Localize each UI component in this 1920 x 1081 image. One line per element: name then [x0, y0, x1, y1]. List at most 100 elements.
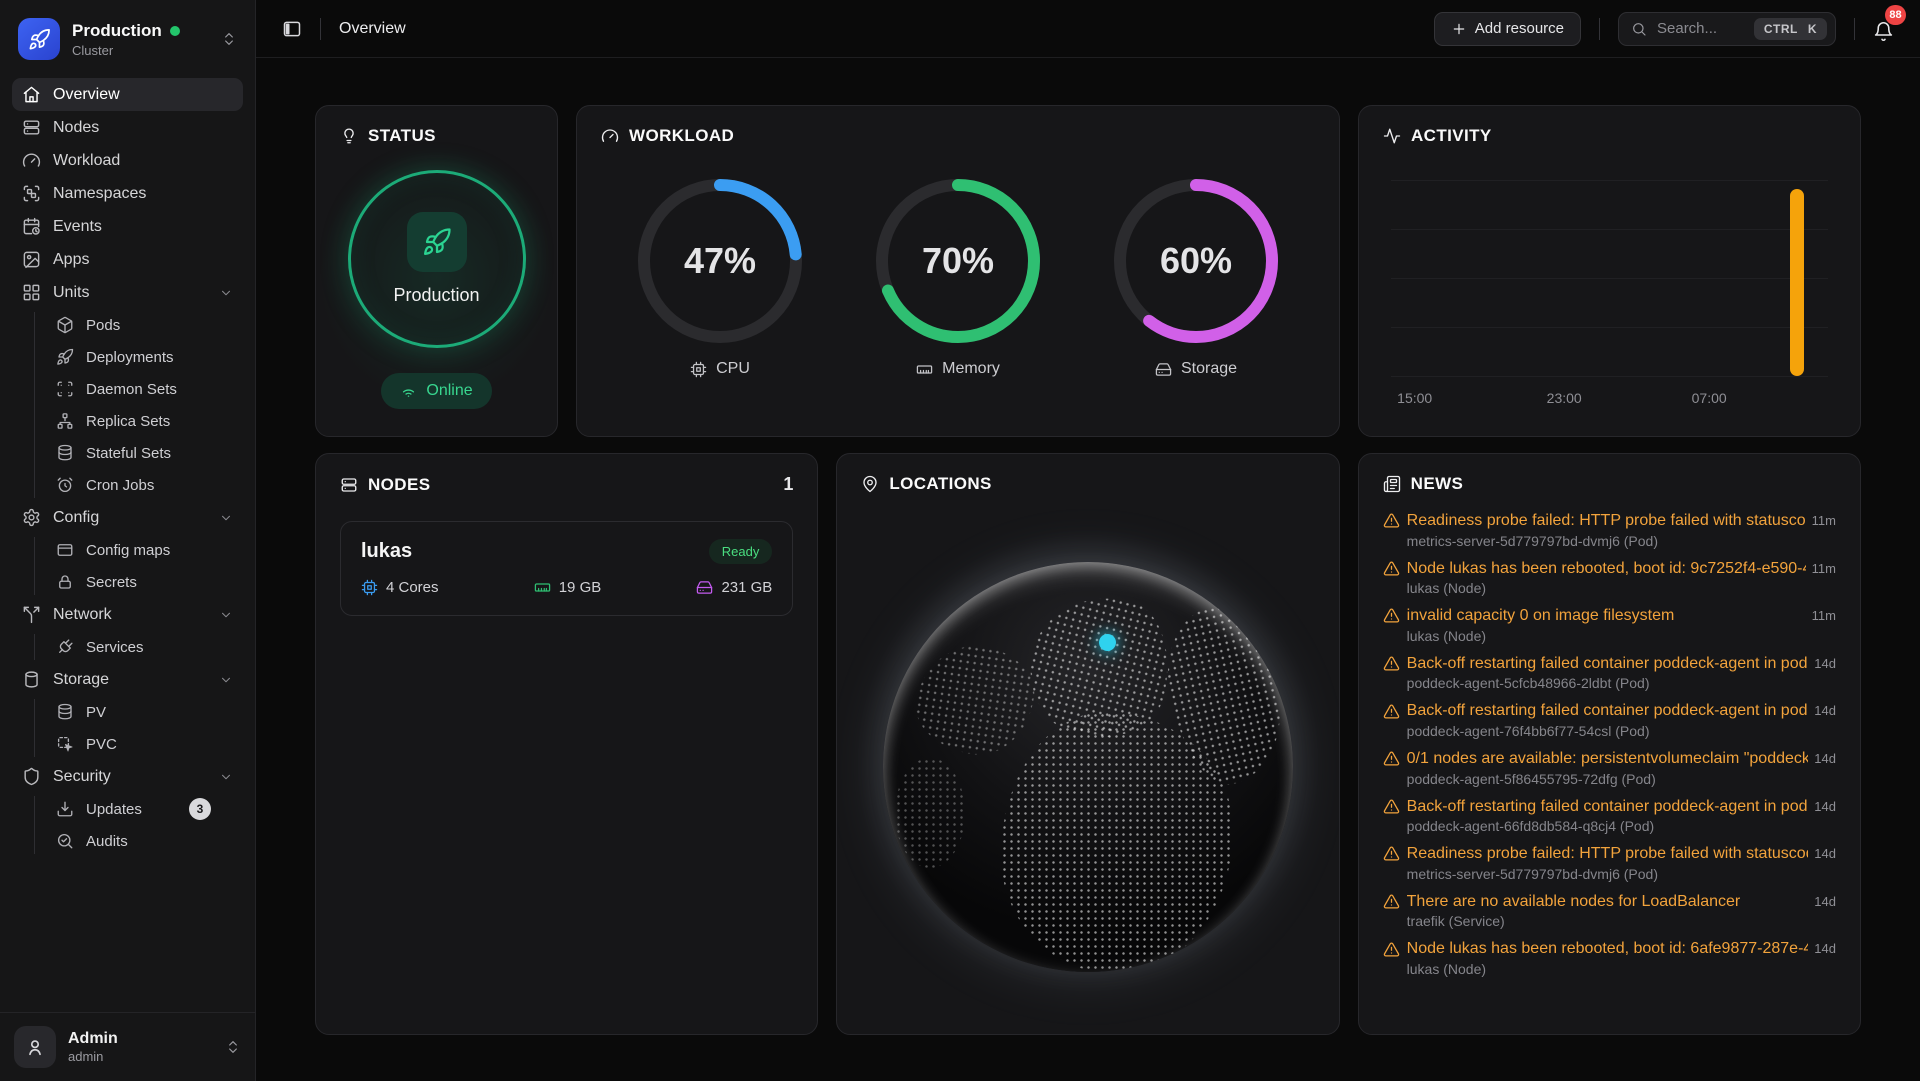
news-item[interactable]: Back-off restarting failed container pod… [1383, 700, 1836, 739]
sidebar-item-deployments[interactable]: Deployments [12, 341, 243, 373]
notifications-button[interactable]: 88 [1873, 5, 1906, 42]
news-headline: invalid capacity 0 on image filesystem [1406, 607, 1675, 625]
divider [1599, 17, 1600, 40]
news-source: poddeck-agent-66fd8db584-q8cj4 (Pod) [1406, 818, 1655, 835]
cluster-type: Cluster [72, 42, 114, 58]
sidebar-item-services[interactable]: Services [12, 631, 243, 663]
card-title: ACTIVITY [1411, 126, 1492, 145]
cluster-logo-rocket-icon [18, 18, 60, 60]
warning-triangle-icon [1383, 845, 1407, 862]
news-item[interactable]: Readiness probe failed: HTTP probe faile… [1383, 843, 1836, 882]
sidebar-item-pods[interactable]: Pods [12, 309, 243, 341]
sidebar-item-overview[interactable]: Overview [12, 78, 243, 111]
search-icon [1631, 21, 1647, 37]
activity-x-axis: 15:00 23:00 07:00 [1383, 390, 1836, 408]
lock-icon [56, 573, 74, 591]
node-row-lukas[interactable]: lukas Ready 4 Cores 19 GB [340, 521, 794, 616]
activity-card: ACTIVITY 15:00 23:00 07:00 [1358, 105, 1861, 437]
news-time: 14d [1814, 893, 1836, 909]
sidebar-item-stateful-sets[interactable]: Stateful Sets [12, 437, 243, 469]
rocket-icon [56, 348, 74, 366]
news-item[interactable]: invalid capacity 0 on image filesystem 1… [1383, 605, 1836, 644]
add-resource-button[interactable]: Add resource [1433, 11, 1581, 46]
activity-chart [1383, 180, 1836, 377]
news-headline: Node lukas has been rebooted, boot id: 6… [1406, 940, 1809, 958]
sidebar-item-cron-jobs[interactable]: Cron Jobs [12, 469, 243, 501]
sidebar-item-pv[interactable]: PV [12, 696, 243, 728]
news-item[interactable]: Readiness probe failed: HTTP probe faile… [1383, 510, 1836, 549]
sidebar: Production Cluster Overview Nodes Worklo… [0, 0, 256, 1081]
warning-triangle-icon [1383, 893, 1407, 910]
x-tick: 07:00 [1691, 390, 1727, 406]
news-headline: Readiness probe failed: HTTP probe faile… [1406, 512, 1806, 529]
server-icon [340, 476, 358, 494]
nodes-card: NODES 1 lukas Ready 4 Cores [315, 453, 819, 1035]
server-icon [22, 118, 41, 137]
news-item[interactable]: Back-off restarting failed container pod… [1383, 653, 1836, 691]
search-check-icon [56, 832, 74, 850]
home-icon [22, 85, 41, 104]
cluster-name: Production [72, 20, 162, 40]
canister-icon [22, 670, 41, 689]
x-tick: 15:00 [1397, 390, 1433, 406]
news-time: 14d [1814, 750, 1836, 766]
news-source: lukas (Node) [1406, 580, 1487, 597]
news-headline: Node lukas has been rebooted, boot id: 9… [1406, 559, 1806, 577]
news-headline: Back-off restarting failed container pod… [1406, 797, 1809, 815]
news-time: 14d [1814, 798, 1836, 814]
sidebar-item-secrets[interactable]: Secrets [12, 566, 243, 598]
memory-percent: 70% [921, 240, 995, 281]
news-time: 11m [1811, 608, 1836, 624]
sidebar-item-workload[interactable]: Workload [12, 144, 243, 177]
sidebar-item-audits[interactable]: Audits [12, 825, 243, 857]
news-item[interactable]: Node lukas has been rebooted, boot id: 9… [1383, 558, 1836, 597]
storage-percent: 60% [1159, 240, 1233, 281]
gauge-icon [601, 127, 619, 145]
search-input[interactable]: Search... CTRL K [1618, 11, 1836, 46]
hard-drive-icon [696, 579, 713, 596]
news-item[interactable]: Back-off restarting failed container pod… [1383, 796, 1836, 835]
divider [320, 17, 321, 40]
news-source: lukas (Node) [1406, 627, 1487, 644]
online-status-badge: Online [381, 373, 492, 409]
nodes-count: 1 [783, 474, 794, 494]
sidebar-item-namespaces[interactable]: Namespaces [12, 177, 243, 210]
sidebar-item-config-maps[interactable]: Config maps [12, 534, 243, 566]
main-content: STATUS Production Online WORKLOAD [256, 58, 1920, 1081]
warning-triangle-icon [1383, 512, 1407, 529]
plug-icon [56, 638, 74, 656]
workload-card: WORKLOAD 47% CPU [576, 105, 1340, 437]
sidebar-group-config[interactable]: Config [12, 501, 243, 534]
sidebar-group-security[interactable]: Security [12, 760, 243, 793]
user-switcher[interactable]: Admin admin [0, 1012, 255, 1081]
sidebar-group-network[interactable]: Network [12, 598, 243, 631]
sidebar-item-pvc[interactable]: PVC [12, 728, 243, 760]
news-time: 14d [1814, 703, 1836, 719]
sidebar-item-events[interactable]: Events [12, 210, 243, 243]
user-name: Admin [68, 1030, 118, 1047]
news-item[interactable]: Node lukas has been rebooted, boot id: 6… [1383, 938, 1836, 977]
sidebar-group-storage[interactable]: Storage [12, 663, 243, 696]
plus-icon [1451, 21, 1467, 37]
lightbulb-icon [340, 127, 358, 145]
cluster-switcher[interactable]: Production Cluster [10, 10, 245, 68]
card-title: WORKLOAD [629, 126, 735, 145]
alarm-clock-icon [56, 476, 74, 494]
news-item[interactable]: There are no available nodes for LoadBal… [1383, 891, 1836, 929]
warning-triangle-icon [1383, 607, 1407, 624]
news-item[interactable]: 0/1 nodes are available: persistentvolum… [1383, 748, 1836, 787]
sidebar-item-replica-sets[interactable]: Replica Sets [12, 405, 243, 437]
sidebar-item-updates[interactable]: Updates 3 [12, 793, 243, 825]
sidebar-item-nodes[interactable]: Nodes [12, 111, 243, 144]
sidebar-toggle-button[interactable] [282, 19, 302, 39]
split-icon [22, 605, 41, 624]
news-time: 11m [1811, 513, 1836, 528]
warning-triangle-icon [1383, 941, 1407, 958]
download-icon [56, 800, 74, 818]
sidebar-item-apps[interactable]: Apps [12, 243, 243, 276]
search-placeholder: Search... [1657, 20, 1718, 37]
sidebar-item-daemon-sets[interactable]: Daemon Sets [12, 373, 243, 405]
sidebar-group-units[interactable]: Units [12, 276, 243, 309]
activity-pulse-icon [1383, 127, 1401, 145]
user-avatar [14, 1026, 56, 1068]
